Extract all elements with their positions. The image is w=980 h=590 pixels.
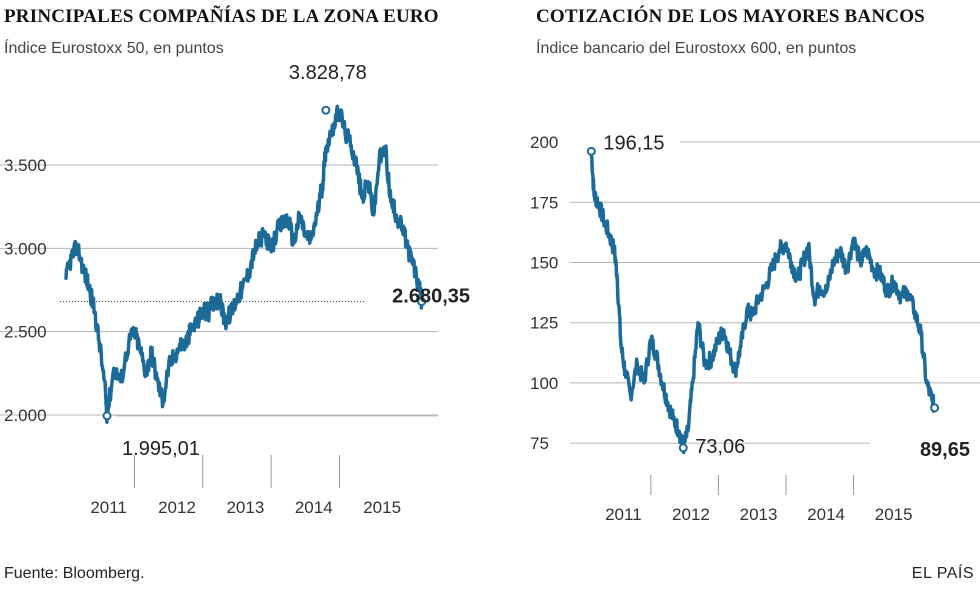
left-x-tick-label: 2014	[295, 498, 333, 517]
right-x-tick-label: 2014	[807, 505, 845, 524]
left-y-tick-label: 3.000	[4, 239, 47, 258]
left-y-tick-label: 2.000	[4, 406, 47, 425]
left-y-tick-label: 3.500	[4, 156, 47, 175]
right-y-tick-label: 125	[530, 314, 558, 333]
right-y-tick-label: 100	[530, 374, 558, 393]
right-y-tick-label: 200	[530, 133, 558, 152]
left-min-marker	[102, 411, 112, 421]
left-min-label: 1.995,01	[122, 438, 200, 460]
left-chart-subtitle: Índice Eurostoxx 50, en puntos	[4, 40, 224, 57]
right-x-tick-label: 2015	[875, 505, 913, 524]
left-last-label: 2.680,35	[392, 286, 470, 308]
left-x-tick-label: 2012	[158, 498, 196, 517]
right-x-tick-label: 2012	[672, 505, 710, 524]
left-x-tick-label: 2013	[226, 498, 264, 517]
right-x-tick-label: 2011	[605, 505, 642, 524]
right-chart-title: COTIZACIÓN DE LOS MAYORES BANCOS	[536, 6, 925, 27]
left-x-tick-label: 2015	[363, 498, 401, 517]
right-max-marker	[586, 146, 596, 156]
right-y-tick-label: 150	[530, 253, 558, 272]
source-note: Fuente: Bloomberg.	[4, 565, 145, 582]
right-y-tick-label: 75	[530, 434, 549, 453]
left-chart-title: PRINCIPALES COMPAÑÍAS DE LA ZONA EURO	[4, 6, 439, 27]
left-max-label: 3.828,78	[289, 62, 367, 84]
left-max-marker	[321, 105, 331, 115]
right-y-tick-label: 175	[530, 193, 558, 212]
left-x-tick-label: 2011	[90, 498, 127, 517]
left-y-tick-label: 2.500	[4, 323, 47, 342]
right-min-label: 73,06	[695, 436, 745, 458]
publisher-logo: EL PAÍS	[911, 565, 974, 582]
right-max-label: 196,15	[603, 132, 664, 154]
left-last-marker	[417, 297, 427, 307]
right-last-label: 89,65	[920, 439, 970, 461]
right-min-marker	[678, 443, 688, 453]
right-last-marker	[930, 403, 940, 413]
right-x-tick-label: 2013	[740, 505, 778, 524]
left-series-line	[64, 104, 424, 424]
eurostoxx50-chart: 2.000 2.500 3.000 3.500 2011 2012 2013 2014 2015…	[0, 62, 470, 517]
right-series-line	[589, 149, 937, 455]
right-chart-subtitle: Índice bancario del Eurostoxx 600, en pu…	[536, 40, 857, 57]
bank-index-chart: 75 100 125 150 175 200 2011 2012 2013 2014 2015 196…	[530, 132, 980, 524]
